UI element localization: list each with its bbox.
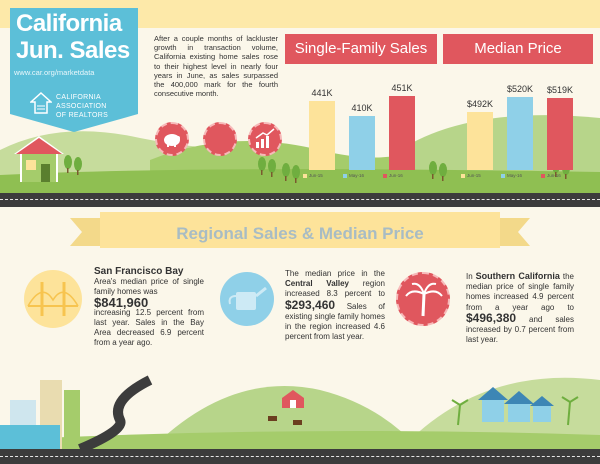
org-line-2: ASSOCIATION bbox=[56, 103, 107, 110]
org-line-3: OF REALTORS bbox=[56, 112, 109, 119]
sales-value-label: 410K bbox=[351, 103, 373, 114]
bottom-landscape bbox=[0, 375, 600, 454]
sf-text-1: Area's median price of single family hom… bbox=[94, 277, 204, 297]
sc-name: Southern California bbox=[475, 271, 560, 281]
sc-text-0: In bbox=[466, 272, 473, 281]
price-legend-swatch bbox=[461, 174, 465, 178]
growth-chart-icon bbox=[255, 128, 275, 148]
growth-chart-circle bbox=[248, 122, 282, 156]
road-bottom-line bbox=[0, 456, 600, 457]
regional-title: Regional Sales & Median Price bbox=[176, 224, 424, 243]
sales-panel-title: Single-Family Sales bbox=[285, 34, 437, 64]
sf-name: San Francisco Bay bbox=[94, 266, 184, 277]
cv-price: $293,460 bbox=[285, 297, 336, 312]
blank-circle bbox=[203, 122, 237, 156]
sales-legend-swatch bbox=[343, 174, 347, 178]
sf-price: $841,960 bbox=[94, 294, 149, 310]
title-panel-ribbon bbox=[10, 92, 138, 132]
cv-text-1: region increased 8.3 percent to bbox=[285, 279, 385, 299]
sales-bar-Jun-16 bbox=[389, 96, 415, 170]
sales-legend-label: Jun-15 bbox=[309, 173, 323, 178]
sales-legend-swatch bbox=[303, 174, 307, 178]
sc-text: In Southern California the median price … bbox=[466, 271, 574, 345]
price-bar-May-16 bbox=[507, 97, 533, 170]
org-logo-text: CALIFORNIA ASSOCIATION OF REALTORS bbox=[56, 93, 108, 120]
sales-value-label: 451K bbox=[391, 83, 413, 94]
cv-circle bbox=[220, 272, 274, 326]
price-legend-label: Jun-16 bbox=[547, 173, 561, 178]
sf-circle bbox=[24, 270, 82, 328]
sales-legend-label: May-16 bbox=[349, 173, 365, 178]
price-bar-Jun-15 bbox=[467, 111, 493, 170]
piggy-bank-icon bbox=[164, 134, 180, 147]
sc-price: $496,380 bbox=[466, 310, 517, 325]
sf-text: San Francisco Bay Area's median price of… bbox=[94, 266, 204, 349]
price-legend-label: Jun-15 bbox=[467, 173, 481, 178]
title-line-2: Jun. Sales bbox=[16, 37, 130, 64]
price-legend-swatch bbox=[501, 174, 505, 178]
golden-gate-bridge-icon bbox=[27, 282, 79, 316]
sales-legend-swatch bbox=[383, 174, 387, 178]
palm-tree-icon bbox=[405, 282, 443, 317]
cv-text-2: Sales of existing single family homes in… bbox=[285, 301, 385, 342]
sc-text-1: the median price of single family homes … bbox=[466, 272, 574, 312]
title-panel bbox=[10, 8, 138, 92]
price-chart: $492K Jun-15 $520K May-16 $519K Jun-16 bbox=[443, 64, 593, 182]
sales-bar-May-16 bbox=[349, 116, 375, 170]
price-legend-label: May-16 bbox=[507, 173, 523, 178]
watering-can-icon bbox=[228, 286, 267, 310]
price-bar-Jun-16 bbox=[547, 97, 573, 170]
cv-name: Central Valley bbox=[285, 279, 349, 289]
house-icon bbox=[14, 136, 64, 182]
price-value-label: $520K bbox=[506, 84, 534, 95]
car-logo-icon bbox=[30, 92, 52, 114]
sc-text-2: and sales increased by 0.7 percent from … bbox=[466, 314, 574, 345]
price-value-label: $492K bbox=[466, 98, 494, 109]
intro-text: After a couple months of lackluster grow… bbox=[154, 34, 278, 99]
sales-legend-label: Jun-16 bbox=[389, 173, 403, 178]
price-value-label: $519K bbox=[546, 84, 574, 95]
title-line-1: California bbox=[16, 10, 122, 37]
sales-bar-Jun-15 bbox=[309, 101, 335, 170]
price-panel-title: Median Price bbox=[443, 34, 593, 64]
sc-circle bbox=[396, 272, 450, 326]
sales-value-label: 441K bbox=[311, 88, 333, 99]
sf-text-2: increasing 12.5 percent from last year. … bbox=[94, 307, 204, 348]
cv-text-0: The median price in the bbox=[285, 269, 385, 278]
price-legend-swatch bbox=[541, 174, 545, 178]
regional-banner bbox=[70, 212, 530, 248]
site-url: www.car.org/marketdata bbox=[14, 68, 95, 77]
road-top bbox=[0, 193, 600, 207]
page-title: California Jun. Sales bbox=[16, 10, 141, 64]
cv-text: The median price in the Central Valley r… bbox=[285, 269, 385, 342]
road-top-line bbox=[0, 199, 600, 200]
piggy-bank-circle bbox=[155, 122, 189, 156]
org-line-1: CALIFORNIA bbox=[56, 94, 102, 101]
sales-chart: 441K Jun-15 410K May-16 451K Jun-16 bbox=[285, 64, 437, 182]
